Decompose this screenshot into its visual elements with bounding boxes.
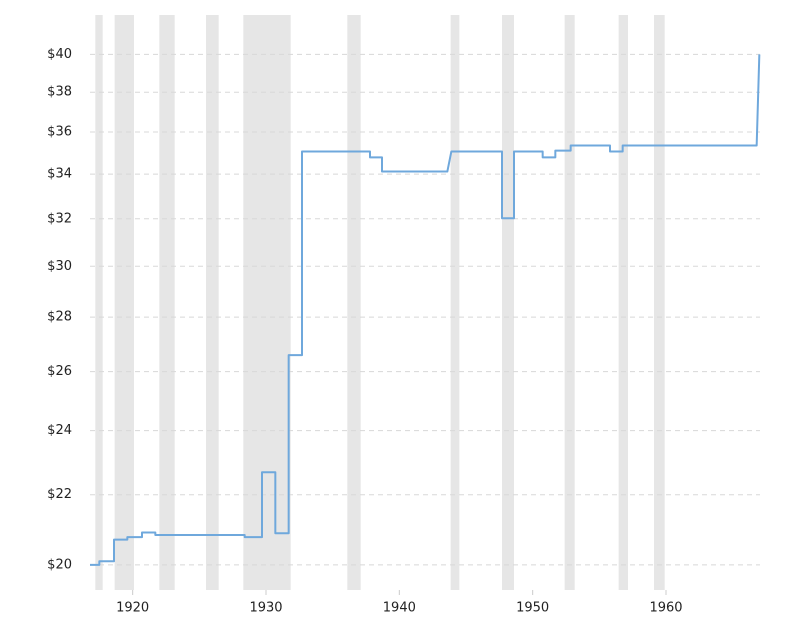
- y-tick-label: $26: [47, 364, 72, 379]
- y-tick-label: $22: [47, 487, 72, 502]
- y-tick-label: $20: [47, 557, 72, 572]
- price-line: [90, 54, 761, 566]
- recession-band: [347, 15, 361, 590]
- y-tick-label: $34: [47, 167, 72, 182]
- y-tick-label: $32: [47, 211, 72, 226]
- y-tick-label: $24: [47, 423, 72, 438]
- recession-band: [618, 15, 628, 590]
- recession-band: [159, 15, 175, 590]
- recession-band: [95, 15, 103, 590]
- recession-band: [114, 15, 134, 590]
- recession-band: [654, 15, 665, 590]
- y-tick-label: $40: [47, 47, 72, 62]
- recession-band: [450, 15, 460, 590]
- x-tick-label: 1920: [116, 601, 149, 616]
- x-tick-label: 1930: [249, 601, 282, 616]
- x-tick-label: 1940: [383, 601, 416, 616]
- y-tick-label: $28: [47, 310, 72, 325]
- recession-band: [243, 15, 291, 590]
- recession-band: [502, 15, 514, 590]
- x-tick-label: 1950: [516, 601, 549, 616]
- y-tick-label: $30: [47, 259, 72, 274]
- recession-band: [206, 15, 219, 590]
- y-tick-label: $36: [47, 125, 72, 140]
- y-tick-label: $38: [47, 85, 72, 100]
- recession-band: [564, 15, 575, 590]
- x-tick-label: 1960: [649, 601, 682, 616]
